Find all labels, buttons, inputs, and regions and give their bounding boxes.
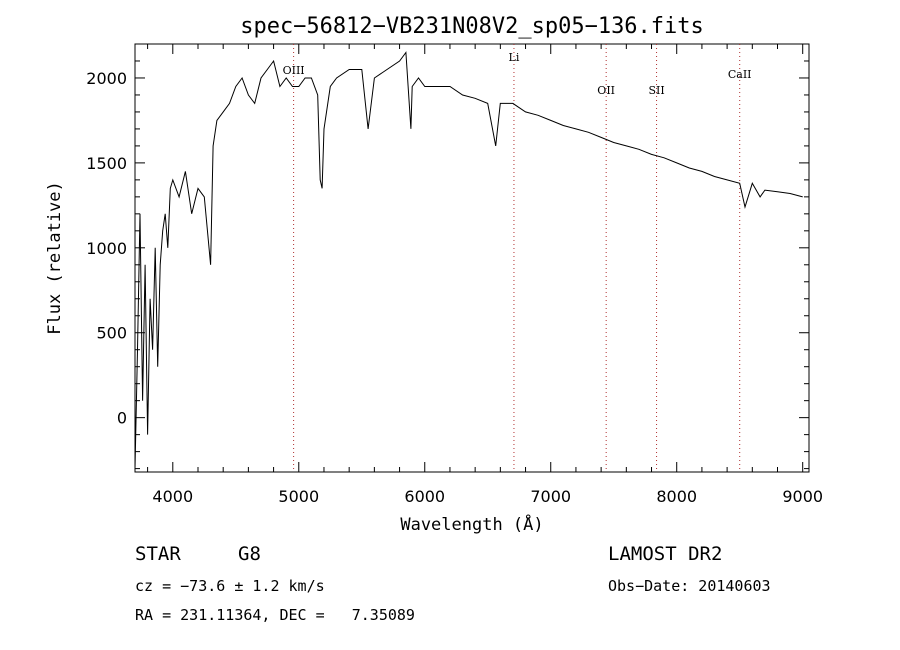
observation-date: Obs−Date: 20140603 (608, 577, 771, 595)
reference-line-label: SII (648, 84, 664, 97)
spectrum-line (134, 51, 803, 469)
x-tick-label: 8000 (656, 487, 697, 506)
reference-lines: OIII Li OII SII CaII (283, 44, 752, 472)
x-axis-title: Wavelength (Å) (400, 513, 543, 535)
y-tick-label: 500 (96, 324, 127, 343)
chart-title: spec−56812−VB231N08V2_sp05−136.fits (240, 14, 704, 39)
x-tick-label: 7000 (530, 487, 571, 506)
x-axis: 4000 5000 6000 7000 8000 9000 (147, 44, 823, 506)
survey-name: LAMOST DR2 (608, 543, 722, 565)
x-tick-label: 5000 (278, 487, 319, 506)
redshift-cz: cz = −73.6 ± 1.2 km/s (135, 577, 325, 595)
coordinates-ra-dec: RA = 231.11364, DEC = 7.35089 (135, 606, 415, 624)
y-tick-label: 1000 (86, 239, 127, 258)
subclass: G8 (238, 543, 261, 565)
y-axis: 0 500 1000 1500 2000 (86, 43, 809, 470)
y-tick-label: 1500 (86, 154, 127, 173)
y-axis-title: Flux (relative) (45, 181, 65, 335)
y-tick-label: 2000 (86, 69, 127, 88)
reference-line-label: CaII (728, 68, 752, 81)
plot-frame (134, 43, 810, 473)
y-tick-label: 0 (117, 409, 127, 428)
reference-line-label: Li (509, 51, 520, 64)
reference-line-label: OIII (283, 64, 305, 77)
x-tick-label: 4000 (152, 487, 193, 506)
x-tick-label: 6000 (404, 487, 445, 506)
reference-line-label: OII (597, 84, 615, 97)
object-type: STAR (135, 543, 181, 565)
x-tick-label: 9000 (782, 487, 823, 506)
